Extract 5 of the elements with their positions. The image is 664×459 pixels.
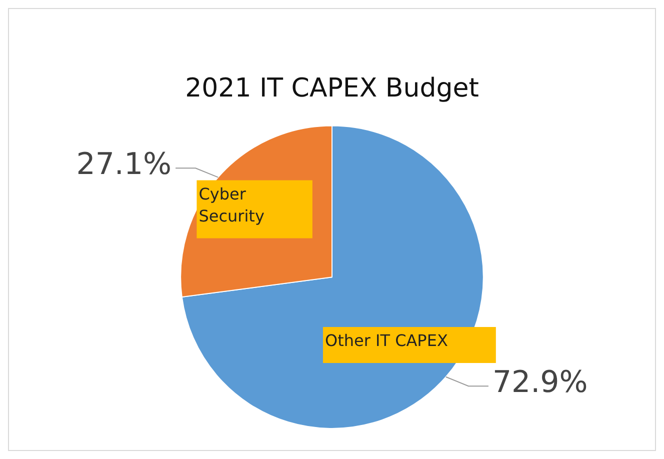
data-label: 27.1%	[76, 146, 172, 182]
data-label: 72.9%	[492, 364, 588, 400]
slice-label: Cyber Security	[198, 184, 264, 226]
slice-label: Other IT CAPEX	[324, 331, 448, 350]
chart-title: 2021 IT CAPEX Budget	[185, 73, 479, 104]
